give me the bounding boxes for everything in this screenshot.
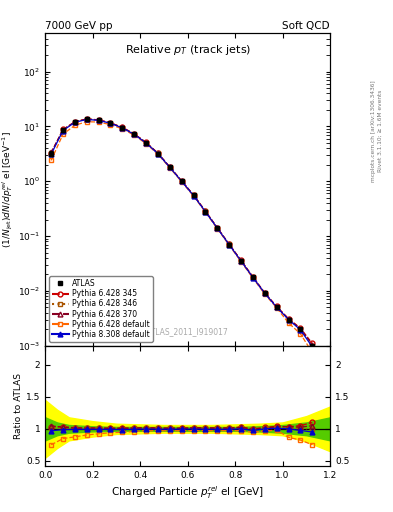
- Y-axis label: $(1/N_\mathrm{jet})dN/dp^{rel}_T$ el [GeV$^{-1}$]: $(1/N_\mathrm{jet})dN/dp^{rel}_T$ el [Ge…: [1, 131, 15, 248]
- Y-axis label: Ratio to ATLAS: Ratio to ATLAS: [14, 373, 23, 439]
- Text: ATLAS_2011_I919017: ATLAS_2011_I919017: [147, 327, 229, 336]
- Text: Rivet 3.1.10; ≥ 1.6M events: Rivet 3.1.10; ≥ 1.6M events: [378, 90, 383, 173]
- Legend: ATLAS, Pythia 6.428 345, Pythia 6.428 346, Pythia 6.428 370, Pythia 6.428 defaul: ATLAS, Pythia 6.428 345, Pythia 6.428 34…: [49, 276, 153, 342]
- Text: 7000 GeV pp: 7000 GeV pp: [45, 20, 113, 31]
- Text: Soft QCD: Soft QCD: [283, 20, 330, 31]
- X-axis label: Charged Particle $p^{rel}_T$ el [GeV]: Charged Particle $p^{rel}_T$ el [GeV]: [111, 484, 264, 501]
- Text: mcplots.cern.ch [arXiv:1306.3436]: mcplots.cern.ch [arXiv:1306.3436]: [371, 80, 376, 182]
- Text: Relative $p_T$ (track jets): Relative $p_T$ (track jets): [125, 42, 251, 57]
